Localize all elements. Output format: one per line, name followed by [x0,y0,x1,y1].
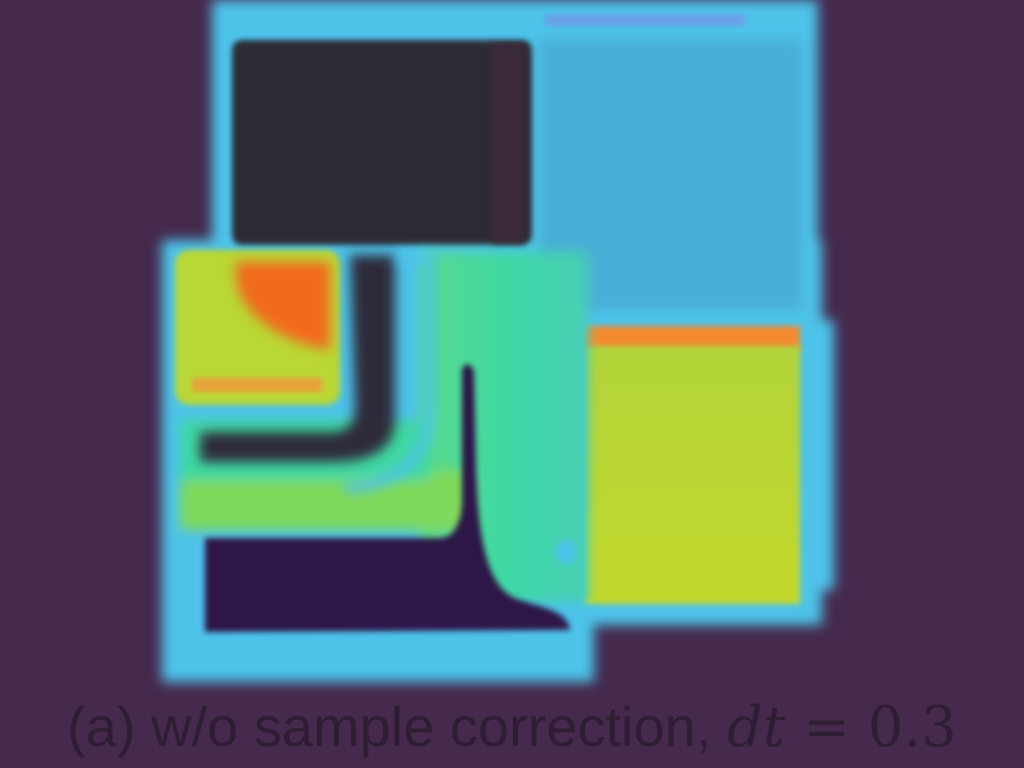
dark-block [232,40,532,245]
caption-text: (a) w/o sample correction, [67,695,712,758]
figure-caption: (a) w/o sample correction, dt = 0.3 [0,692,1024,763]
cyan-curve-outline [344,253,435,493]
caption-operator: = [785,695,868,760]
top-blue-strip [545,14,745,26]
caption-math: dt = 0.3 [727,695,957,760]
deep-purple-region [205,364,570,632]
dark-block-edge [492,44,524,244]
caption-value: 0.3 [867,695,957,760]
yellow-green-block [585,346,800,604]
dark-curve-channel [200,255,395,462]
cyan-blob [556,540,576,564]
caption-variable: dt [726,695,786,760]
orange-corner [235,262,330,350]
left-orange-line [192,378,322,392]
